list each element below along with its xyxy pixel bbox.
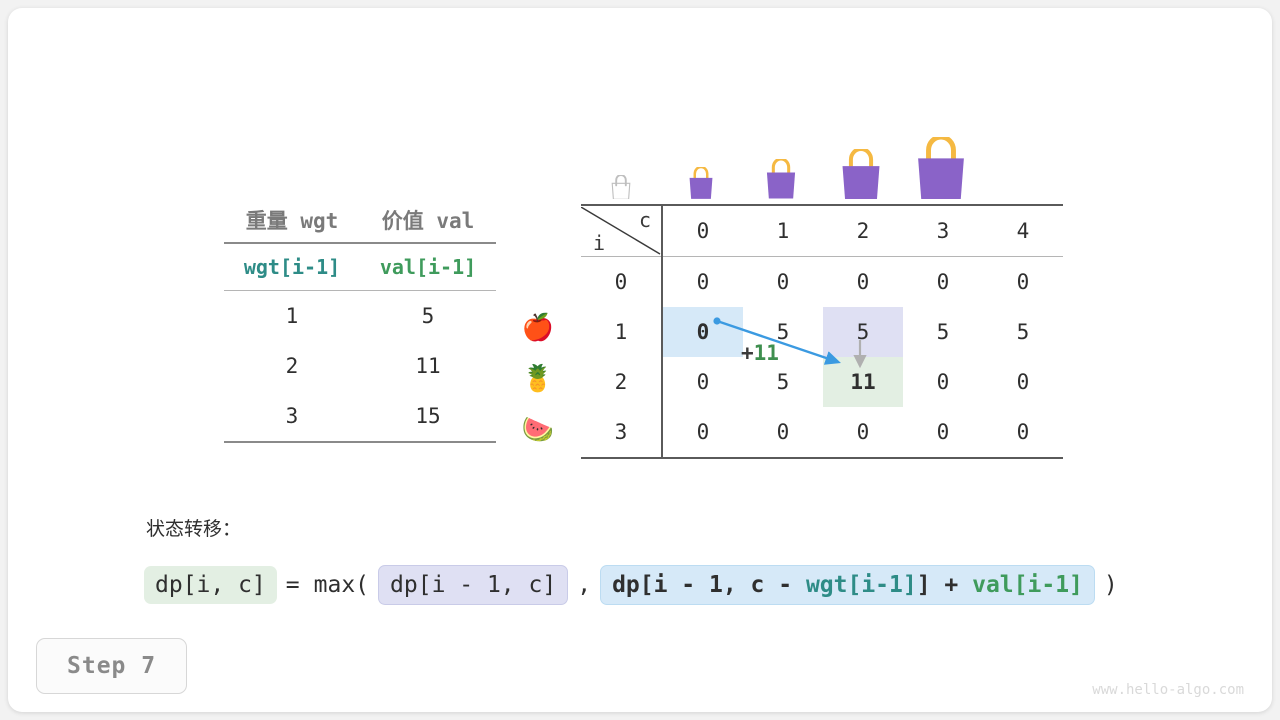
dp-cell-1-4: 5 xyxy=(1016,320,1030,344)
apple-emoji-icon: 🍎 xyxy=(521,313,555,343)
items-table: 重量 wgt 价值 val wgt[i-1] val[i-1] 1 5 2 11… xyxy=(224,198,496,443)
formula-equals: = xyxy=(285,572,300,598)
items-header-wgt: 重量 wgt xyxy=(224,198,360,244)
formula-take-val: val[i-1] xyxy=(972,572,1083,598)
state-transition-label: 状态转移： xyxy=(146,518,242,540)
dp-corner-col-label: c xyxy=(638,208,651,232)
dp-cell-3-1: 0 xyxy=(743,407,823,459)
slide-canvas: 重量 wgt 价值 val wgt[i-1] val[i-1] 1 5 2 11… xyxy=(8,8,1272,712)
dp-cell-3-4: 0 xyxy=(983,407,1063,459)
dp-cell-0-0: 0 xyxy=(661,256,743,307)
dp-cell-2-4: 0 xyxy=(1016,370,1030,394)
plus-sign: + xyxy=(741,341,754,365)
bag-icon-capacity-4 xyxy=(901,136,981,199)
item-value-3: 15 xyxy=(360,391,496,443)
formula-take-prefix: dp[i - 1, c - xyxy=(612,572,806,598)
dp-col-header-3: 3 xyxy=(903,204,983,257)
added-value: 11 xyxy=(753,341,779,365)
watermark: www.hello-algo.com xyxy=(1092,682,1244,698)
formula-max-open: max( xyxy=(313,572,370,598)
dp-col-header-1: 1 xyxy=(743,204,823,257)
dp-row-1: 1 0 5 5 5 5 xyxy=(581,307,1063,357)
dp-row-header-2: 2 xyxy=(614,370,628,394)
dp-cell-2-1: 5 xyxy=(776,370,790,394)
items-table-row: 3 15 xyxy=(224,391,496,443)
bag-icon-capacity-0 xyxy=(581,174,661,199)
items-subheader-val: val[i-1] xyxy=(360,243,496,291)
dp-row-header-1: 1 xyxy=(614,320,628,344)
dp-corner-row-label: i xyxy=(593,231,606,255)
items-subheader-wgt: wgt[i-1] xyxy=(224,243,360,291)
formula-max-close: ) xyxy=(1103,572,1118,598)
dp-corner-cell: c i xyxy=(581,204,662,257)
items-table-row: 1 5 xyxy=(224,291,496,342)
dp-cell-2-0: 0 xyxy=(661,357,743,407)
item-weight-3: 3 xyxy=(224,391,360,443)
item-value-2: 11 xyxy=(415,354,441,378)
dp-cell-0-4: 0 xyxy=(983,256,1063,307)
added-value-annotation: +11 xyxy=(741,341,779,365)
dp-row-3: 3 0 0 0 0 0 xyxy=(581,407,1063,459)
dp-cell-2-2: 11 xyxy=(823,357,903,407)
dp-row-header-3: 3 xyxy=(581,407,662,459)
dp-cell-0-3: 0 xyxy=(903,256,983,307)
dp-col-header-2: 2 xyxy=(823,204,903,257)
formula-take-wgt: wgt[i-1] xyxy=(805,572,917,598)
dp-cell-1-0: 0 xyxy=(661,307,743,357)
item-value-1: 5 xyxy=(421,304,435,328)
fruit-icon-column: 🍎 🍍 🍉 xyxy=(513,303,563,455)
dp-cell-3-3: 0 xyxy=(903,407,983,459)
bag-icon-capacity-3 xyxy=(821,148,901,199)
knapsack-capacity-icons xyxy=(581,133,1061,199)
dp-row-0: 0 0 0 0 0 0 xyxy=(581,256,1063,307)
formula-option-take: dp[i - 1, c - wgt[i-1]] + val[i-1] xyxy=(600,565,1095,605)
dp-col-header-0: 0 xyxy=(661,204,743,257)
dp-cell-3-2: 0 xyxy=(823,407,903,459)
items-header-val: 价值 val xyxy=(360,198,496,244)
formula-target: dp[i, c] xyxy=(144,566,277,604)
dp-col-header-4: 4 xyxy=(983,204,1063,257)
dp-header-row: c i 0 1 2 3 4 xyxy=(581,204,1063,257)
dp-cell-1-2: 5 xyxy=(823,307,903,357)
dp-table: c i 0 1 2 3 4 0 0 0 0 0 0 1 0 xyxy=(581,204,1063,459)
watermelon-emoji-icon: 🍉 xyxy=(521,415,555,445)
bag-icon-capacity-1 xyxy=(661,167,741,199)
dp-cell-0-2: 0 xyxy=(823,256,903,307)
dp-cell-0-1: 0 xyxy=(743,256,823,307)
formula-take-mid: ] + xyxy=(916,572,973,598)
dp-row-header-0: 0 xyxy=(581,256,662,307)
dp-cell-1-3: 5 xyxy=(936,320,950,344)
pineapple-emoji-icon: 🍍 xyxy=(521,364,555,394)
step-badge: Step 7 xyxy=(36,638,188,694)
dp-row-2: 2 0 5 11 0 0 xyxy=(581,357,1063,407)
bag-icon-capacity-2 xyxy=(741,159,821,199)
formula-option-skip: dp[i - 1, c] xyxy=(378,565,569,605)
items-table-subheader-row: wgt[i-1] val[i-1] xyxy=(224,243,496,291)
state-transition-formula: dp[i, c] = max( dp[i - 1, c] , dp[i - 1,… xyxy=(142,565,1125,605)
formula-comma: , xyxy=(577,572,592,598)
items-table-header-row: 重量 wgt 价值 val xyxy=(224,198,496,244)
item-weight-2: 2 xyxy=(285,354,299,378)
dp-cell-3-0: 0 xyxy=(661,407,743,459)
item-weight-1: 1 xyxy=(285,304,299,328)
dp-cell-2-3: 0 xyxy=(936,370,950,394)
items-table-row: 2 11 xyxy=(224,341,496,391)
corner-diagonal-line xyxy=(581,207,661,255)
